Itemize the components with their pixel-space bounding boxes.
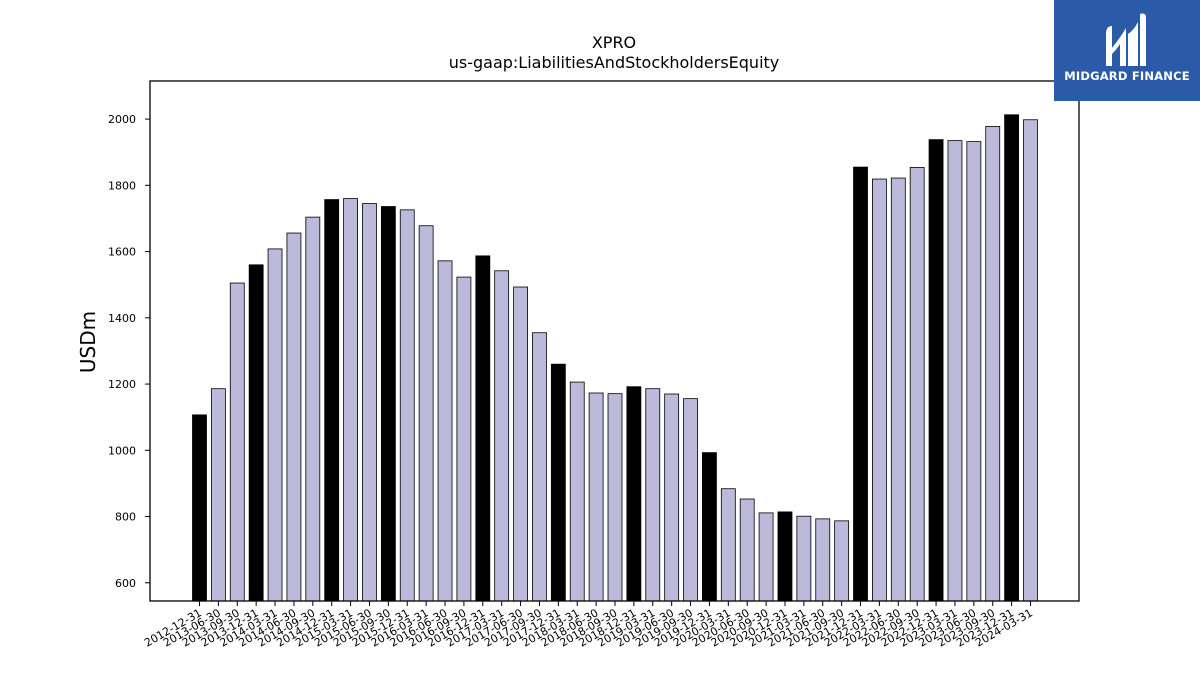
bar-2017-03-31: [494, 270, 510, 602]
plot-frame: [149, 80, 1080, 602]
bar-2012-12-31: [192, 414, 207, 602]
bar-2022-09-30: [909, 167, 925, 602]
bar-2016-03-31: [418, 225, 434, 602]
bar-2024-03-31: [1023, 119, 1038, 602]
y-tick-label: 1200: [108, 378, 136, 391]
bar-2015-06-30: [362, 203, 377, 602]
brand-logo: MIDGARD FINANCE: [1054, 0, 1200, 101]
bar-2019-06-30: [664, 393, 680, 602]
bar-2015-12-31: [399, 209, 415, 602]
y-tick-label: 800: [115, 511, 136, 524]
bar-2018-12-31: [626, 386, 642, 602]
y-tick-label: 2000: [108, 113, 136, 126]
bar-2016-06-30: [437, 260, 453, 602]
bar-2023-09-30: [985, 125, 1001, 602]
bar-2020-06-30: [739, 498, 755, 602]
bar-2013-12-31: [248, 264, 264, 602]
bar-2014-03-31: [267, 248, 283, 602]
bar-2019-09-30: [683, 398, 698, 602]
y-tick-label: 600: [115, 577, 136, 590]
y-tick-label: 1000: [108, 444, 136, 457]
chart-title: XPRO: [592, 33, 636, 52]
bar-2014-06-30: [286, 232, 302, 602]
bar-2017-09-30: [532, 332, 547, 602]
x-ticks-group: 2012-12-312013-06-302013-09-302013-12-31…: [142, 601, 1035, 650]
bar-2014-12-31: [324, 199, 340, 602]
bar-2022-12-31: [928, 139, 944, 602]
y-ticks-group: 600 800 1000 1200 1400 1600 1800 2000: [108, 113, 150, 590]
bar-2023-12-31: [1004, 114, 1020, 602]
bars-group: [192, 114, 1038, 602]
y-tick-label: 1600: [108, 246, 136, 259]
bar-2021-09-30: [834, 520, 850, 602]
bar-2013-06-30: [210, 388, 226, 602]
bar-2020-09-30: [758, 512, 774, 602]
bar-2017-12-31: [550, 363, 566, 602]
chart-subtitle: us-gaap:LiabilitiesAndStockholdersEquity: [449, 53, 780, 72]
bar-2015-09-30: [380, 206, 396, 602]
bar-2019-03-31: [645, 388, 661, 602]
logo-text: MIDGARD FINANCE: [1064, 69, 1190, 83]
bar-2021-03-31: [796, 515, 812, 602]
bar-2016-09-30: [456, 276, 472, 602]
bar-2020-12-31: [777, 511, 793, 602]
bar-2013-09-30: [229, 282, 245, 602]
bar-2018-06-30: [588, 392, 604, 602]
bar-2022-06-30: [890, 177, 906, 602]
bar-2018-03-31: [569, 381, 585, 602]
y-tick-label: 1400: [108, 312, 136, 325]
bar-2020-03-31: [720, 488, 736, 602]
y-tick-label: 1800: [108, 179, 136, 192]
bar-2016-12-31: [475, 255, 491, 602]
bar-2021-12-31: [853, 166, 868, 602]
bar-2019-12-31: [702, 452, 717, 602]
bar-2022-03-31: [872, 178, 887, 602]
bar-2017-06-30: [513, 286, 528, 602]
bar-2014-09-30: [305, 216, 321, 602]
bar-2018-09-30: [607, 393, 623, 602]
logo-mark-icon: [1106, 13, 1146, 66]
bar-2015-03-31: [343, 198, 358, 602]
bar-2021-06-30: [815, 518, 831, 602]
bar-2023-03-31: [947, 140, 963, 602]
y-axis-label: USDm: [76, 311, 100, 373]
bar-2023-06-30: [966, 141, 982, 602]
